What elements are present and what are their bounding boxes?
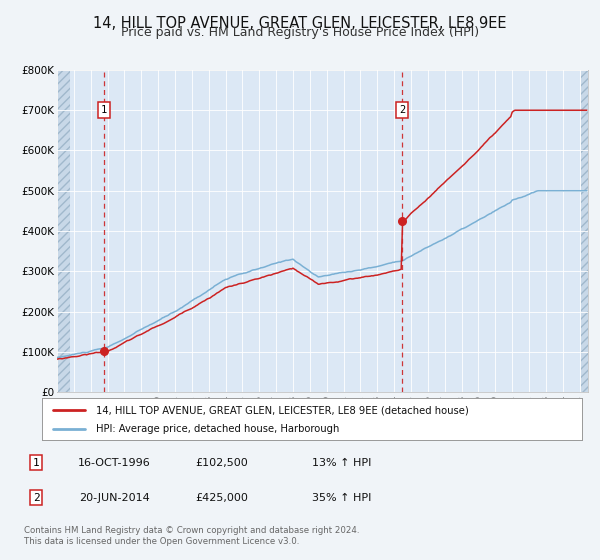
Text: Price paid vs. HM Land Registry's House Price Index (HPI): Price paid vs. HM Land Registry's House …: [121, 26, 479, 39]
Text: 35% ↑ HPI: 35% ↑ HPI: [313, 493, 371, 503]
Text: £102,500: £102,500: [196, 458, 248, 468]
Text: Contains HM Land Registry data © Crown copyright and database right 2024.
This d: Contains HM Land Registry data © Crown c…: [24, 526, 359, 546]
Text: 20-JUN-2014: 20-JUN-2014: [79, 493, 149, 503]
Text: £425,000: £425,000: [196, 493, 248, 503]
Text: 2: 2: [399, 105, 405, 115]
Text: 13% ↑ HPI: 13% ↑ HPI: [313, 458, 371, 468]
Text: 2: 2: [32, 493, 40, 503]
Text: 1: 1: [32, 458, 40, 468]
Text: 14, HILL TOP AVENUE, GREAT GLEN, LEICESTER, LE8 9EE: 14, HILL TOP AVENUE, GREAT GLEN, LEICEST…: [93, 16, 507, 31]
Text: 14, HILL TOP AVENUE, GREAT GLEN, LEICESTER, LE8 9EE (detached house): 14, HILL TOP AVENUE, GREAT GLEN, LEICEST…: [96, 405, 469, 415]
Text: 1: 1: [101, 105, 107, 115]
Text: HPI: Average price, detached house, Harborough: HPI: Average price, detached house, Harb…: [96, 424, 340, 433]
Text: 16-OCT-1996: 16-OCT-1996: [77, 458, 151, 468]
